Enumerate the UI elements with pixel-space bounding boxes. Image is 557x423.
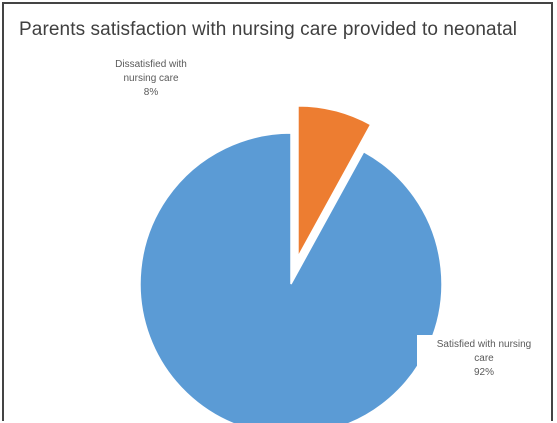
label-dissatisfied-line-1: Dissatisfied with: [115, 59, 187, 70]
label-satisfied-line-1: Satisfied with nursing: [436, 339, 532, 350]
label-dissatisfied-line-2: nursing care: [123, 73, 179, 84]
label-dissatisfied-value: 8%: [143, 87, 159, 98]
slice-satisfied: [139, 132, 443, 423]
slice-dissatisfied: [297, 105, 372, 258]
label-satisfied-value: 92%: [473, 367, 494, 378]
pie-chart: [139, 105, 443, 423]
label-satisfied-line-2: care: [474, 353, 494, 364]
chart-title: Parents satisfaction with nursing care p…: [19, 19, 518, 40]
data-label-satisfied: Satisfied with nursing care 92%: [417, 335, 551, 383]
data-label-dissatisfied: Dissatisfied with nursing care 8%: [97, 55, 205, 103]
